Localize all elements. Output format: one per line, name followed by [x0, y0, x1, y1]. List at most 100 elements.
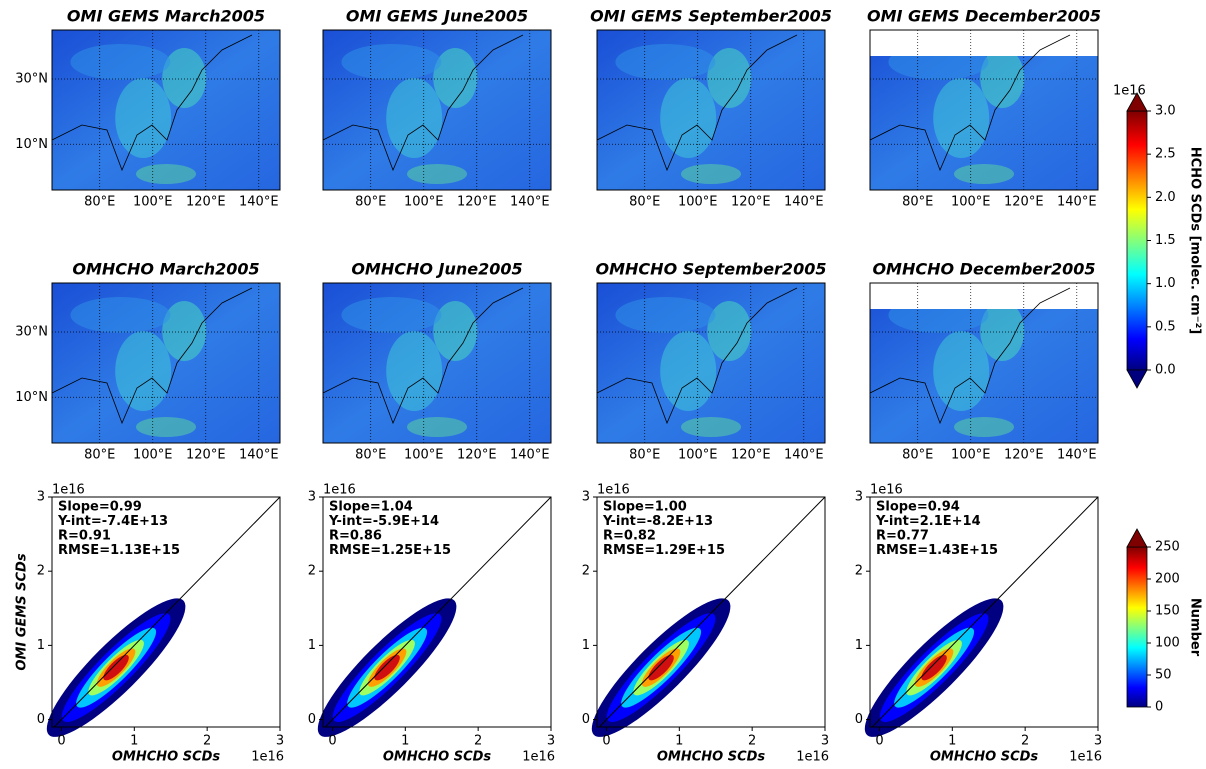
- colorbar-tick-label: 0: [1155, 700, 1163, 715]
- coastline: [869, 287, 1071, 425]
- x-axis-label: OMHCHO SCDs: [930, 750, 1039, 765]
- colorbar-tick-label: 1.0: [1155, 276, 1176, 291]
- map-title: OMHCHO September2005: [596, 260, 827, 279]
- colorbar-tick-label: 3.0: [1155, 104, 1176, 119]
- axis-offset: 1e16: [323, 483, 356, 498]
- map-texture: [660, 331, 717, 411]
- colorbar-tick-label: 2.5: [1155, 147, 1176, 162]
- x-tick-label: 80°E: [84, 448, 115, 463]
- coastline: [596, 287, 798, 425]
- x-tick-label: 100°E: [133, 195, 173, 210]
- coastline: [51, 287, 253, 425]
- y-tick-label: 3: [308, 490, 316, 505]
- map-frame: [51, 282, 281, 444]
- fit-statistic: R=0.77: [876, 529, 929, 544]
- fit-statistic: RMSE=1.25E+15: [329, 543, 451, 558]
- map-title: OMI GEMS September2005: [590, 7, 832, 26]
- x-tick-label: 2: [1021, 734, 1029, 749]
- axis-offset: 1e16: [796, 750, 829, 765]
- y-tick-label: 2: [37, 564, 45, 579]
- x-tick-label: 80°E: [902, 195, 933, 210]
- map-title: OMHCHO March2005: [72, 260, 259, 279]
- x-tick-label: 3: [276, 734, 284, 749]
- x-tick-label: 80°E: [902, 448, 933, 463]
- map-texture: [341, 297, 442, 333]
- y-tick-label: 2: [582, 564, 590, 579]
- map-texture: [70, 297, 171, 333]
- map-texture: [681, 164, 741, 184]
- y-axis-label: OMI GEMS SCDs: [15, 553, 30, 670]
- coastline: [869, 34, 1071, 172]
- x-tick-label: 1: [675, 734, 683, 749]
- map-texture: [162, 48, 207, 108]
- x-tick-label: 140°E: [239, 195, 279, 210]
- x-tick-label: 100°E: [678, 448, 718, 463]
- x-axis-label: OMHCHO SCDs: [657, 750, 766, 765]
- x-tick-label: 1: [130, 734, 138, 749]
- x-tick-label: 2: [203, 734, 211, 749]
- x-tick-label: 80°E: [629, 448, 660, 463]
- x-tick-label: 100°E: [404, 448, 444, 463]
- y-tick-label: 2: [855, 564, 863, 579]
- colorbar-tick-label: 150: [1155, 604, 1180, 619]
- fit-statistic: Y-int=-5.9E+14: [328, 514, 439, 529]
- x-axis-label: OMHCHO SCDs: [112, 750, 221, 765]
- fit-statistic: Y-int=2.1E+14: [875, 514, 981, 529]
- plot-frame: [51, 496, 281, 728]
- x-tick-label: 140°E: [784, 448, 824, 463]
- map-texture: [136, 417, 196, 437]
- map-frame: [869, 282, 1099, 444]
- no-data-region: [870, 30, 1098, 56]
- x-tick-label: 0: [602, 734, 610, 749]
- x-tick-label: 0: [57, 734, 65, 749]
- colorbar-label: HCHO SCDs [molec. cm⁻²]: [1188, 147, 1203, 334]
- colorbar-tick-label: 250: [1155, 540, 1180, 555]
- map-texture: [386, 78, 443, 158]
- map-texture: [433, 301, 478, 361]
- x-tick-label: 140°E: [784, 195, 824, 210]
- map-frame: [51, 29, 281, 191]
- map-texture: [980, 301, 1025, 361]
- x-tick-label: 100°E: [951, 195, 991, 210]
- axis-offset: 1e16: [52, 483, 85, 498]
- map-texture: [386, 331, 443, 411]
- map-title: OMI GEMS December2005: [867, 7, 1101, 26]
- plot-frame: [322, 496, 552, 728]
- coastline: [322, 287, 524, 425]
- x-tick-label: 80°E: [84, 195, 115, 210]
- colorbar-tick-label: 0.5: [1155, 319, 1176, 334]
- x-tick-label: 1: [948, 734, 956, 749]
- fit-statistic: Slope=0.99: [58, 500, 142, 515]
- y-tick-label: 0: [855, 712, 863, 727]
- axis-offset: 1e16: [522, 750, 555, 765]
- x-tick-label: 100°E: [678, 195, 718, 210]
- y-tick-label: 10°N: [15, 137, 48, 152]
- colorbar-extend: [1126, 528, 1148, 548]
- one-to-one-line: [598, 496, 826, 728]
- map-texture: [115, 78, 172, 158]
- y-tick-label: 3: [582, 490, 590, 505]
- map-frame: [322, 282, 552, 444]
- colorbar-label: Number: [1188, 598, 1203, 657]
- colorbar-extend: [1126, 92, 1148, 112]
- map-frame: [596, 29, 826, 191]
- x-tick-label: 120°E: [731, 448, 771, 463]
- coastline: [51, 34, 253, 172]
- map-texture: [615, 44, 716, 80]
- colorbar-offset: 1e16: [1113, 84, 1146, 99]
- colorbar: [1126, 110, 1148, 371]
- y-tick-label: 1: [855, 638, 863, 653]
- x-tick-label: 120°E: [457, 448, 497, 463]
- density-cloud: [374, 654, 400, 681]
- fit-statistic: R=0.82: [603, 529, 656, 544]
- one-to-one-line: [53, 496, 281, 728]
- x-tick-label: 100°E: [404, 195, 444, 210]
- colorbar-extend: [1126, 369, 1148, 389]
- density-cloud: [103, 654, 129, 681]
- no-data-region: [870, 283, 1098, 309]
- map-texture: [980, 48, 1025, 108]
- x-tick-label: 80°E: [355, 448, 386, 463]
- fit-statistic: Slope=1.04: [329, 500, 413, 515]
- plot-frame: [596, 496, 826, 728]
